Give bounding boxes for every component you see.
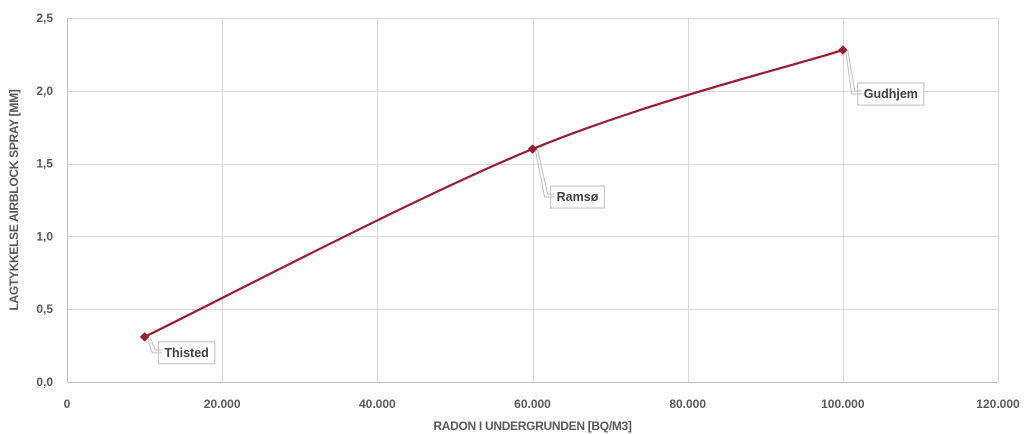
data-label-text: Thisted: [164, 346, 208, 360]
data-label-leader: [845, 51, 862, 95]
data-label-callout: Thisted: [147, 336, 216, 365]
data-point-marker: [838, 45, 848, 55]
y-tick-label: 1,5: [36, 157, 53, 171]
x-tick-label: 0: [64, 397, 71, 411]
y-tick-label: 0,0: [36, 375, 53, 389]
grid: [67, 18, 999, 382]
x-tick-label: 100.000: [821, 397, 865, 411]
data-point-marker: [139, 332, 150, 342]
data-label-leader: [149, 336, 163, 351]
data-label-leader: [147, 338, 163, 354]
x-tick-label: 120.000: [976, 397, 1020, 411]
x-tick-label: 20.000: [204, 397, 241, 411]
x-axis-title: RADON I UNDERGRUNDEN [BQ/M3]: [433, 419, 632, 433]
data-label-callout: Gudhjem: [845, 49, 925, 106]
x-tick-label: 80.000: [669, 397, 706, 411]
y-tick-label: 1,0: [36, 229, 53, 243]
data-label-leader: [537, 148, 555, 195]
series: [139, 45, 848, 342]
data-label-text: Ramsø: [557, 190, 599, 204]
data-label-callout: Ramsø: [535, 148, 605, 209]
series-line: [144, 48, 844, 338]
data-labels: Thisted Ramsø Gudhjem: [147, 49, 925, 365]
data-label-leader: [847, 49, 862, 92]
y-axis-title: LAGTYKKELSE AIRBLOCK SPRAY [MM]: [7, 89, 21, 310]
x-tick-label: 60.000: [514, 397, 551, 411]
data-label-leader: [535, 150, 555, 198]
y-tick-label: 2,0: [36, 84, 53, 98]
y-tick-label: 0,5: [36, 302, 53, 316]
data-label-text: Gudhjem: [864, 87, 918, 101]
y-tick-label: 2,5: [36, 11, 53, 25]
axes: [67, 18, 998, 383]
data-point-marker: [527, 144, 538, 154]
tick-labels: 0 20.000 40.000 60.000 80.000 100.000 120.000 0…: [36, 11, 1020, 411]
x-tick-label: 40.000: [359, 397, 396, 411]
